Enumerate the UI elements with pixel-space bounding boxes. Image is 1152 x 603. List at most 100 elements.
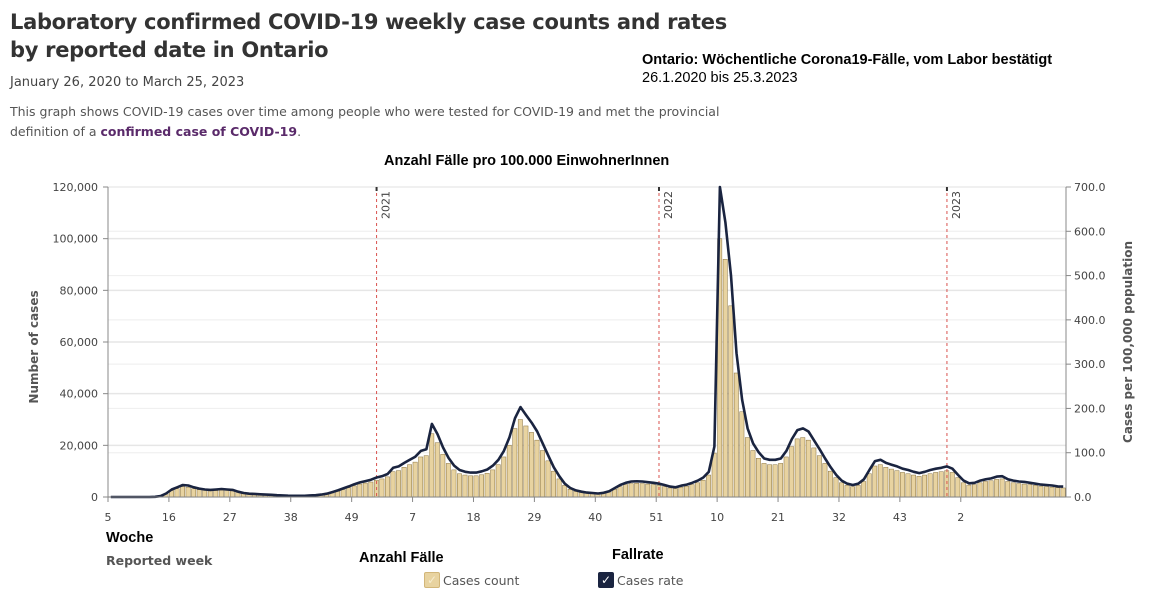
- bar: [401, 467, 407, 498]
- bar: [888, 468, 894, 498]
- bar: [523, 425, 529, 498]
- bar: [501, 456, 507, 498]
- bar: [877, 464, 883, 498]
- bar: [512, 428, 518, 498]
- bar: [977, 482, 983, 498]
- bar: [396, 470, 401, 498]
- line-cases-rate: [110, 185, 1064, 499]
- bar: [922, 474, 928, 498]
- bar: [833, 477, 839, 498]
- legend-label-cases-rate: Cases rate: [617, 572, 684, 588]
- bar: [617, 486, 623, 498]
- bar: [623, 484, 628, 498]
- bar: [722, 259, 728, 498]
- y-tick-label: 80,000: [60, 284, 99, 297]
- year-marker-label: 2022: [662, 191, 675, 219]
- bar: [1010, 482, 1016, 498]
- bar: [556, 478, 562, 498]
- y2-tick-label: 500.0: [1074, 270, 1106, 283]
- bar: [207, 490, 213, 498]
- bar: [1060, 487, 1066, 498]
- german-rate-annotation: Fallrate: [612, 547, 664, 563]
- x-tick-label: 29: [527, 511, 541, 524]
- bar: [379, 478, 385, 498]
- bar: [933, 472, 939, 498]
- x-tick-label: 16: [162, 511, 176, 524]
- bar: [473, 475, 479, 498]
- bar: [362, 482, 368, 498]
- bar: [828, 470, 833, 498]
- bar: [866, 473, 872, 498]
- bar: [949, 472, 955, 498]
- bar: [661, 486, 667, 498]
- year-marker-label: 2021: [380, 191, 393, 219]
- bar: [639, 483, 645, 498]
- bar: [517, 419, 523, 498]
- bar: [966, 484, 972, 498]
- legend-cases-count[interactable]: ✓ Cases count: [424, 572, 519, 588]
- bar: [180, 486, 185, 498]
- x-tick-label: 21: [771, 511, 785, 524]
- bar: [706, 474, 712, 498]
- bar: [733, 372, 739, 498]
- x-tick-label: 10: [710, 511, 724, 524]
- bar: [573, 491, 579, 498]
- x-tick-label: 38: [284, 511, 298, 524]
- y2-tick-label: 400.0: [1074, 314, 1106, 327]
- bar: [850, 486, 856, 498]
- bar: [938, 471, 944, 498]
- bar: [340, 489, 346, 498]
- confirmed-case-link[interactable]: confirmed case of COVID-19: [100, 124, 298, 139]
- bar: [728, 305, 734, 498]
- bar: [479, 474, 485, 498]
- bar: [562, 485, 568, 498]
- bar: [1032, 485, 1038, 498]
- bar: [905, 473, 911, 498]
- bar: [551, 470, 556, 498]
- bar: [423, 455, 429, 498]
- bar: [816, 455, 822, 498]
- bar: [1055, 487, 1060, 498]
- bar: [988, 480, 994, 498]
- legend-cases-rate[interactable]: ✓ Cases rate: [598, 572, 683, 588]
- bar: [750, 450, 756, 498]
- bar: [1027, 484, 1033, 498]
- bar: [1043, 486, 1049, 498]
- chart-description: This graph shows COVID-19 cases over tim…: [10, 102, 770, 142]
- bar: [800, 437, 806, 498]
- y2-tick-label: 700.0: [1074, 181, 1106, 194]
- bar: [811, 447, 817, 498]
- y-tick-label: 120,000: [53, 181, 99, 194]
- bar: [778, 463, 784, 498]
- y-tick-label: 60,000: [60, 336, 99, 349]
- x-tick-label: 43: [893, 511, 907, 524]
- gridlines: [108, 186, 1066, 498]
- x-tick-label: 51: [649, 511, 663, 524]
- bar: [1021, 483, 1027, 498]
- bar: [955, 477, 961, 498]
- y2-tick-label: 600.0: [1074, 225, 1106, 238]
- bar: [357, 483, 363, 498]
- x-axis-label: Reported week: [106, 553, 213, 568]
- checkbox-cases-count[interactable]: ✓: [424, 572, 440, 588]
- year-markers: 2021 2022 2023: [375, 187, 963, 497]
- bar: [667, 487, 673, 498]
- bar: [196, 489, 202, 498]
- x-tick-label: 32: [832, 511, 846, 524]
- bar: [202, 490, 208, 498]
- bars-cases-count: [152, 238, 1066, 498]
- bar: [1038, 485, 1044, 498]
- bar: [994, 479, 999, 498]
- german-week-annotation: Woche: [106, 530, 154, 546]
- description-suffix: .: [297, 124, 302, 139]
- bar: [224, 490, 230, 498]
- bar: [999, 478, 1005, 498]
- bar: [185, 486, 191, 498]
- bar: [960, 482, 966, 498]
- bar: [213, 490, 219, 498]
- checkbox-cases-rate[interactable]: ✓: [598, 572, 614, 588]
- german-date-annotation: 26.1.2020 bis 25.3.2023: [642, 70, 798, 86]
- bar: [927, 473, 933, 498]
- y-tick-label: 40,000: [60, 388, 99, 401]
- bar: [700, 479, 706, 498]
